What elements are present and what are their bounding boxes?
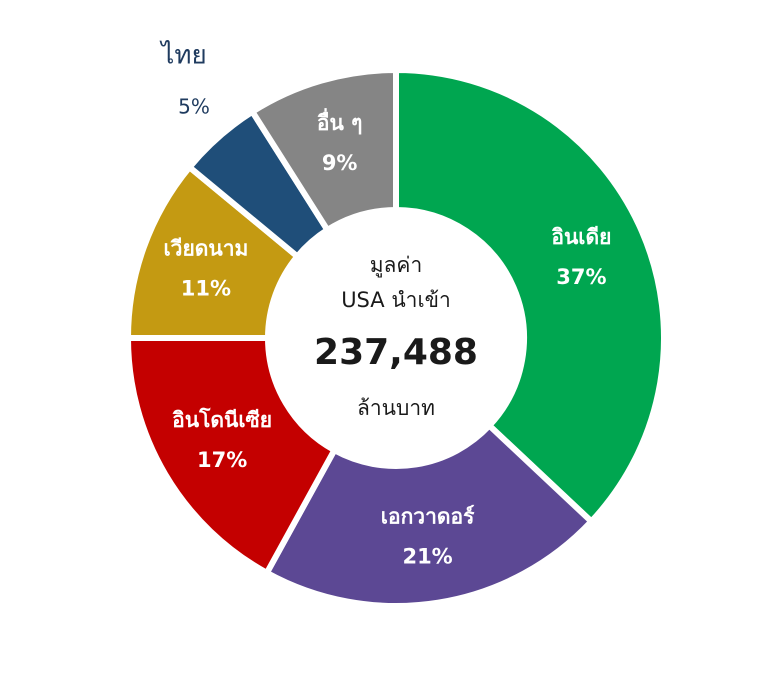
- slice-value-1: 21%: [402, 545, 452, 569]
- slice-value-0: 37%: [556, 265, 606, 289]
- slice-value-4: 5%: [178, 95, 210, 119]
- slice-label-1: เอกวาดอร์: [381, 505, 475, 529]
- chart-labels: อินเดีย 37% เอกวาดอร์ 21% อินโดนีเซีย 17% เวีย…: [159, 40, 611, 569]
- center-label: มูลค่า USA นำเข้า 237,488 ล้านบาท: [314, 253, 478, 420]
- slice-label-5: อื่น ๆ: [317, 107, 363, 135]
- slice-label-4: ไทย: [159, 40, 206, 71]
- slice-0: [393, 66, 667, 526]
- center-unit: ล้านบาท: [357, 396, 435, 420]
- center-total-value: 237,488: [314, 332, 478, 373]
- slice-2: [124, 335, 339, 577]
- slice-value-5: 9%: [322, 151, 358, 175]
- chart-slices: [124, 66, 667, 609]
- slice-value-2: 17%: [197, 448, 247, 472]
- slice-label-2: อินโดนีเซีย: [172, 407, 272, 432]
- slice-1: [262, 421, 596, 609]
- slice-value-3: 11%: [181, 277, 231, 301]
- center-title-line2: USA นำเข้า: [341, 288, 451, 312]
- center-title-line1: มูลค่า: [370, 253, 423, 278]
- slice-label-3: เวียดนาม: [163, 237, 248, 261]
- slice-label-0: อินเดีย: [551, 225, 611, 249]
- slice-5: [248, 66, 399, 235]
